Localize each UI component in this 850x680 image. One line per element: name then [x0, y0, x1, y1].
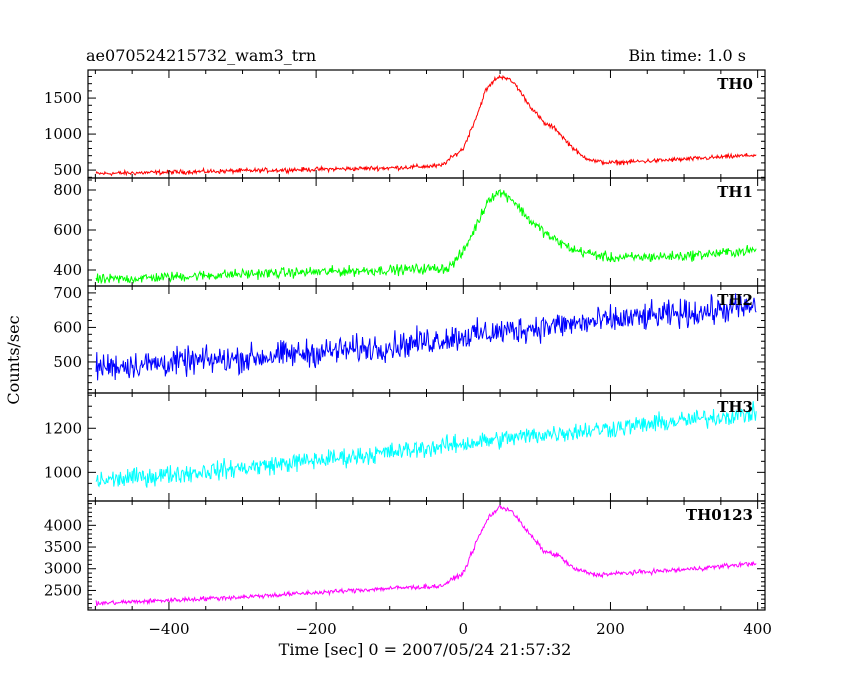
y-tick-label: 800	[53, 181, 82, 199]
y-tick-label: 3500	[44, 538, 82, 556]
panel-frame	[87, 392, 766, 502]
y-tick-label: 3000	[44, 560, 82, 578]
panel-th0123: 2500 3000 3500 4000 TH0123	[44, 500, 766, 611]
y-tick-label: 500	[53, 353, 82, 371]
panel-label: TH0123	[686, 506, 753, 524]
y-tick-label: 1000	[44, 463, 82, 481]
series-line-th0123	[95, 504, 757, 607]
x-tick-label: 400	[743, 620, 772, 638]
bin-time-label: Bin time: 1.0 s	[628, 46, 746, 65]
x-tick-label: 200	[596, 620, 625, 638]
x-tick-label: 0	[459, 620, 469, 638]
panel-th2: 500 600 700 TH2	[53, 284, 766, 394]
series-line-th3	[95, 401, 757, 488]
panel-label: TH0	[717, 75, 753, 93]
y-tick-label: 1000	[44, 125, 82, 143]
panel-label: TH2	[717, 291, 753, 309]
y-tick-label: 4000	[44, 516, 82, 534]
panel-label: TH3	[717, 398, 753, 416]
y-tick-label: 500	[53, 161, 82, 179]
series-line-th0	[95, 74, 757, 177]
panel-label: TH1	[717, 183, 753, 201]
y-tick-label: 400	[53, 261, 82, 279]
y-tick-label: 700	[53, 284, 82, 302]
panel-th1: 400 600 800 TH1	[53, 177, 766, 287]
x-axis-label: Time [sec] 0 = 2007/05/24 21:57:32	[279, 640, 572, 659]
x-tick-label: −200	[296, 620, 337, 638]
series-line-th2	[95, 293, 757, 381]
y-tick-label: 600	[53, 318, 82, 336]
panels-group: 500 1000 1500 TH0 400 600 800 TH1 500 600 700 TH2 10…	[44, 69, 772, 638]
y-tick-label: 2500	[44, 581, 82, 599]
y-axis-label: Counts/sec	[4, 315, 23, 404]
series-line-th1	[95, 188, 757, 285]
panel-th0: 500 1000 1500 TH0	[44, 69, 766, 179]
y-tick-label: 1500	[44, 89, 82, 107]
panel-frame	[87, 69, 766, 179]
y-tick-label: 600	[53, 221, 82, 239]
panel-th3: 1000 1200 TH3	[44, 392, 766, 502]
chart-title: ae070524215732_wam3_trn	[86, 46, 316, 65]
panel-frame	[87, 500, 766, 611]
y-tick-label: 1200	[44, 419, 82, 437]
x-tick-label: −400	[148, 620, 189, 638]
